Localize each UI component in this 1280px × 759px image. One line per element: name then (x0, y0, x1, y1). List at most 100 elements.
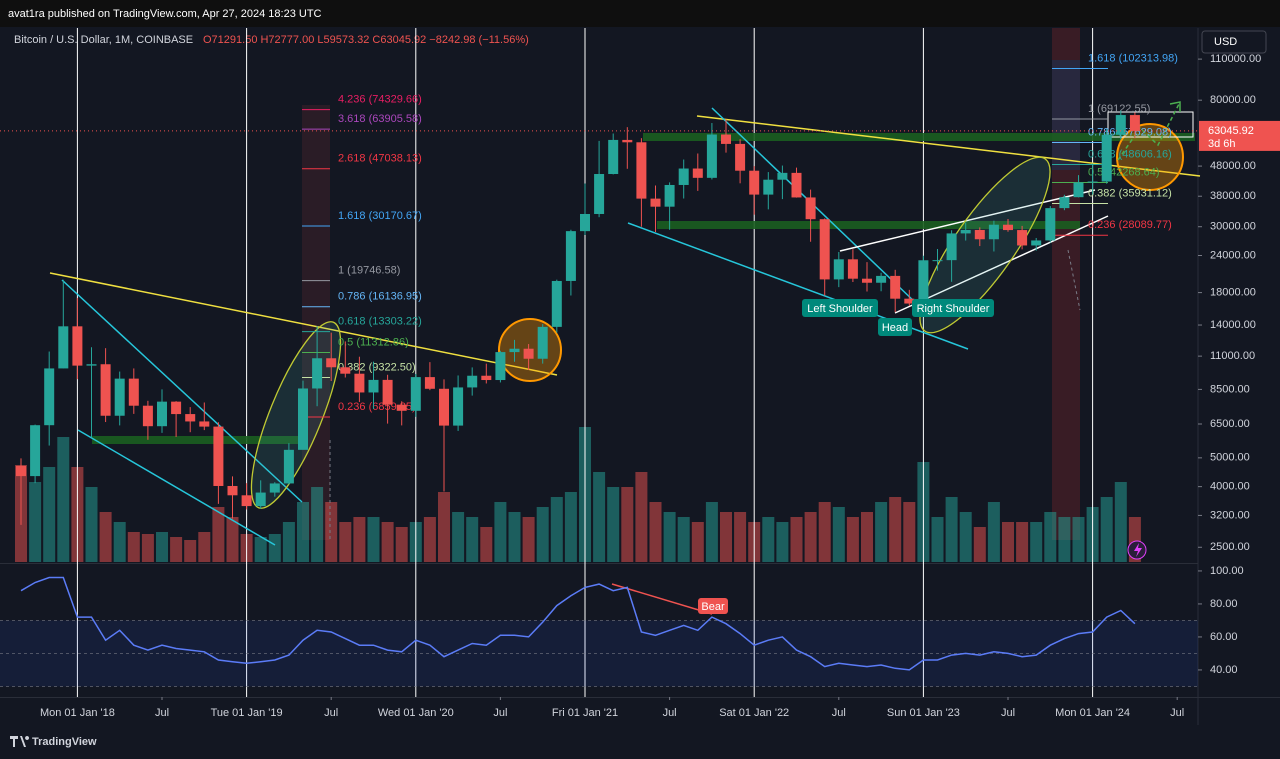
trend-line (61, 279, 303, 503)
volume-bar (480, 527, 493, 562)
publisher: avat1ra published on TradingView.com, Ap… (8, 8, 322, 20)
rsi-tick-label: 40.00 (1210, 664, 1238, 676)
volume-bar (170, 537, 183, 562)
volume-bar (1016, 522, 1029, 562)
y-tick-label: 48000.00 (1210, 160, 1256, 172)
symbol: Bitcoin / U.S. Dollar, 1M, COINBASE (14, 34, 193, 46)
candle-body (608, 139, 619, 175)
candle-body (269, 483, 280, 493)
volume-bar (494, 502, 507, 562)
candle-body (72, 326, 83, 366)
candle-body (495, 352, 506, 381)
fib-label: 0.382 (35931.12) (1088, 187, 1172, 199)
volume-bar (621, 487, 634, 562)
x-tick-label: Wed 01 Jan '20 (378, 707, 454, 719)
candle-body (819, 219, 830, 280)
volume-bar (804, 512, 817, 562)
candle-body (424, 377, 435, 389)
pattern-label: Right Shoulder (917, 303, 990, 315)
currency-box[interactable] (1201, 30, 1267, 54)
fib-label: 2.618 (47038.13) (338, 153, 422, 165)
pattern-labels: Left Shoulder Head Right Shoulder Bear (611, 299, 1147, 615)
volume-bar (762, 517, 775, 562)
x-tick-label: Jul (324, 707, 338, 719)
volume-bar (508, 512, 521, 562)
y-tick-label: 3200.00 (1210, 509, 1250, 521)
fib-label: 0.382 (9322.50) (338, 361, 416, 373)
rsi-layer (0, 576, 1198, 687)
candle-body (580, 213, 590, 232)
candle-body (946, 233, 957, 261)
candle-body (777, 172, 788, 180)
candle-body (100, 364, 111, 416)
drawings (49, 101, 1201, 546)
candle-body (1003, 224, 1013, 231)
volume-bar (889, 497, 902, 562)
volume-bar (381, 522, 394, 562)
candle-body (213, 426, 224, 486)
candle-body (283, 449, 294, 484)
candle-body (382, 379, 393, 405)
candle-body (410, 377, 421, 411)
candle-body (396, 404, 407, 411)
volume-bar (959, 512, 972, 562)
fib-label: 0.5 (42268.64) (1088, 166, 1160, 178)
candle-body (974, 229, 985, 240)
fib-label: 1 (19746.58) (338, 265, 400, 277)
candle-body (481, 375, 492, 381)
guide (1067, 249, 1081, 311)
arrow-head (1169, 101, 1181, 112)
x-tick-label: Mon 01 Jan '24 (1055, 707, 1130, 719)
x-tick-label: Fri 01 Jan '21 (552, 707, 618, 719)
volume-bar (85, 487, 98, 562)
candle-body (185, 414, 196, 422)
volume-bar (607, 487, 620, 562)
candle-body (791, 172, 802, 198)
candle-body (749, 170, 760, 195)
fib-label: 0.786 (57629.08) (1088, 126, 1172, 138)
rsi-tick-label: 80.00 (1210, 598, 1238, 610)
candle-body (735, 143, 746, 171)
candle-body (862, 278, 872, 283)
zone (643, 133, 1195, 141)
volume-bar (353, 517, 366, 562)
ellipse (919, 156, 1051, 334)
volume-bar (184, 540, 197, 562)
trend-line (77, 429, 276, 546)
price-tag (1199, 120, 1280, 151)
candle-body (241, 495, 252, 507)
label-box (878, 318, 912, 336)
x-tick-label: Jul (155, 707, 169, 719)
volume-bar (141, 534, 154, 562)
label-box (698, 598, 728, 614)
pattern-label: Left Shoulder (807, 303, 873, 315)
pattern-label: Head (882, 322, 908, 334)
volume-bar (297, 502, 309, 562)
y-tick-label: 5000.00 (1210, 452, 1250, 464)
volume-bar (127, 532, 140, 562)
candle-body (650, 198, 661, 207)
volume-bar (987, 502, 1000, 562)
volume-bar (861, 512, 873, 562)
zone (657, 221, 1080, 229)
volume-bar (945, 497, 958, 562)
volume-bar (1044, 512, 1057, 562)
volume-bar (790, 517, 803, 562)
candle-body (763, 179, 774, 195)
candle-body (890, 275, 901, 299)
candle-layer (16, 110, 1140, 525)
fib-label: 4.236 (74329.66) (338, 94, 422, 106)
fib-label: 0.236 (6859.85) (338, 401, 416, 413)
y-tick-label: 4000.00 (1210, 481, 1250, 493)
label-box (802, 299, 878, 317)
wedge-line (839, 189, 1096, 252)
candle-body (1087, 181, 1098, 183)
y-tick-label: 2500.00 (1210, 541, 1250, 553)
volume-bar (931, 517, 944, 562)
countdown: 3d 6h (1208, 138, 1236, 150)
volume-bar (438, 492, 450, 562)
candle-body (1017, 230, 1028, 246)
volume-bar (1058, 517, 1071, 562)
candle-body (453, 387, 464, 426)
fib-label: 1.618 (30170.67) (338, 210, 422, 222)
